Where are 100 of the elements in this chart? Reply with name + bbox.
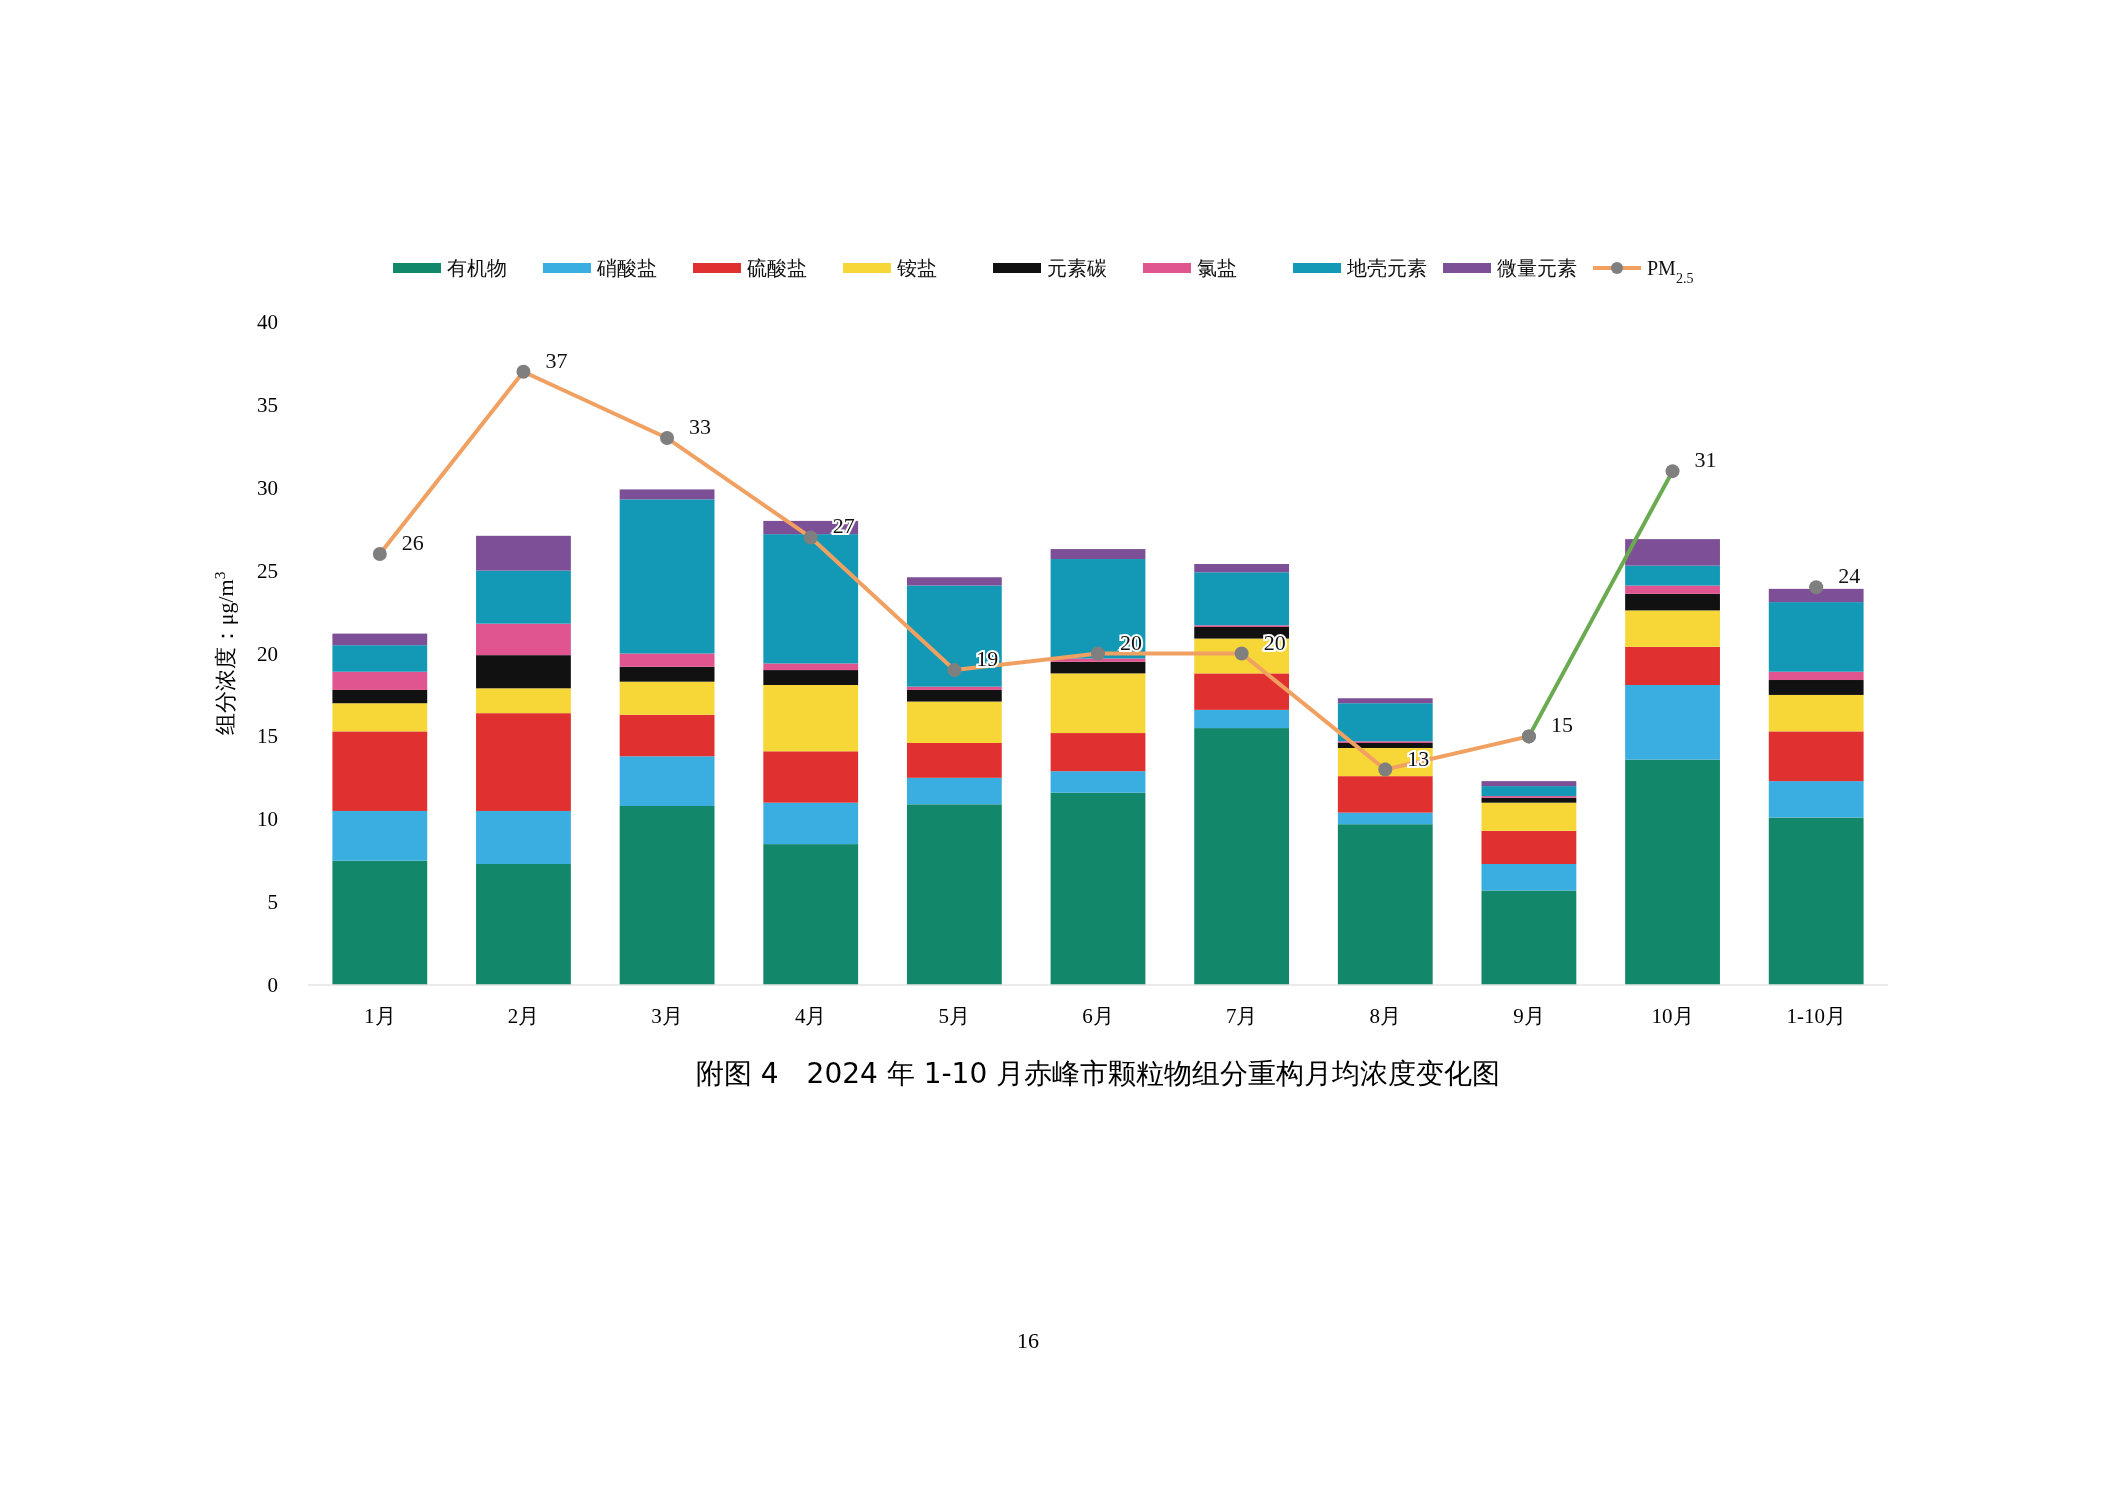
y-tick-label: 25 [257,558,278,583]
bar [619,499,715,654]
bar [332,703,428,732]
bar [1481,890,1577,985]
bar [906,701,1002,744]
bar [1481,802,1577,831]
bar [1050,673,1146,734]
bar [1481,786,1577,797]
x-tick-label: 1-10月 [1786,1004,1846,1028]
point [1809,580,1824,595]
bar [1481,781,1577,787]
data-label: 20 [1120,629,1142,655]
data-label: 31 [1694,447,1717,473]
bar [1050,549,1146,560]
x-tick-label: 8月 [1369,1004,1402,1028]
bar [619,714,715,757]
bar [1625,539,1720,566]
bar [332,810,428,861]
bar [763,802,859,845]
data-label: 33 [689,414,712,440]
bar [619,681,715,715]
bar [1481,830,1577,864]
bar [1337,703,1433,742]
bar [1337,812,1433,825]
bar [1337,698,1433,704]
bar [1768,694,1864,732]
legend-label: 元素碳 [1047,257,1107,279]
bar [906,689,1002,702]
bar [476,864,571,985]
legend-label: 微量元素 [1497,257,1577,279]
bar [1337,776,1433,813]
bar [1194,709,1290,729]
bar [332,731,428,811]
bar [763,534,859,664]
text: 附图 4 2024 年 1-10 月赤峰市颗粒物组分重构月均浓度变化图 [695,1057,1501,1090]
y-tick-label: 35 [257,392,278,417]
bar [1625,565,1720,586]
bar [1337,824,1433,985]
bar [476,535,571,571]
bar [1625,684,1720,760]
bar [1625,759,1720,985]
bar [476,713,571,811]
data-label: 27 [832,513,855,539]
bar [1768,781,1864,818]
bar [763,684,859,752]
y-tick-label: 0 [267,973,278,997]
bar [332,689,428,704]
bar [1768,588,1864,603]
bar [332,671,428,690]
x-tick-label: 1月 [364,1004,396,1028]
bar [1050,792,1146,985]
data-label: 26 [401,530,424,556]
legend-label: PM$_{2.5}$ [1647,257,1694,286]
bar [1625,593,1720,611]
bar [763,844,859,985]
bar [1768,602,1864,672]
bar [476,688,571,714]
x-tick-label: 7月 [1225,1004,1258,1028]
bar [1625,585,1720,594]
x-tick-label: 4月 [794,1004,827,1028]
x-tick-label: 10月 [1651,1004,1694,1028]
bar [619,489,715,500]
bar [619,756,715,806]
bar [332,633,428,646]
bar [476,810,571,864]
bar [1768,731,1864,782]
y-tick-label: 30 [257,475,278,500]
x-tick-label: 2月 [507,1004,540,1028]
bar [619,805,715,985]
y-tick-label: 10 [257,807,278,832]
bar [1481,797,1577,803]
legend-label: 铵盐 [896,257,937,279]
x-tick-label: 3月 [651,1004,683,1028]
bar [906,585,1002,687]
bar [1337,743,1433,748]
bar [1050,559,1146,659]
bar [619,653,715,667]
bar [476,655,571,689]
y-tick-label: 5 [267,890,278,915]
y-tick-label: 20 [257,641,278,666]
bar [1625,646,1720,685]
bar [1194,564,1290,573]
bar [1768,680,1864,695]
x-tick-label: 9月 [1513,1004,1545,1028]
y-tick-label: 15 [257,724,278,749]
bar [1050,733,1146,772]
legend-label: 地壳元素 [1346,257,1427,279]
x-tick-label: 6月 [1082,1004,1114,1028]
bar [906,804,1002,985]
bar [1768,671,1864,681]
data-label: 15 [1550,712,1573,738]
legend-label: 氯盐 [1197,257,1237,279]
data-label: 13 [1407,745,1430,771]
bar [906,743,1002,778]
bar [332,860,428,985]
bar [619,666,715,682]
bar [1625,610,1720,647]
bar [476,623,571,656]
bar [1194,728,1290,985]
bar [906,777,1002,805]
